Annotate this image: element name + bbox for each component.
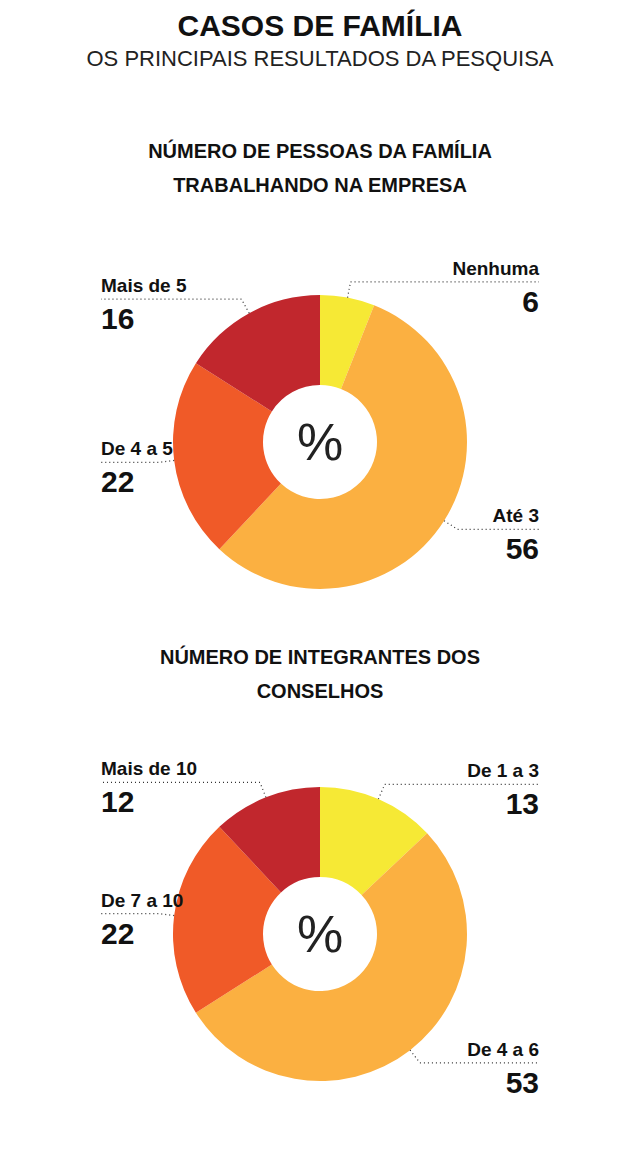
svg-text:56: 56 — [506, 532, 539, 565]
svg-text:6: 6 — [522, 285, 539, 318]
svg-text:De 4 a 5: De 4 a 5 — [101, 438, 173, 459]
svg-text:16: 16 — [101, 302, 134, 335]
html-text:NÚMERO DE INTEGRANTES DOS CONS: NÚMERO DE INTEGRANTES DOS CONSELHOS — [160, 646, 480, 702]
svg-text:Mais de 5: Mais de 5 — [101, 275, 187, 296]
svg-text:Nenhuma: Nenhuma — [452, 258, 539, 279]
svg-text:12: 12 — [101, 785, 134, 818]
svg-text:13: 13 — [506, 787, 539, 820]
html-text:NÚMERO DE PESSOAS DA FAMÍLIA T: NÚMERO DE PESSOAS DA FAMÍLIA TRABALHANDO… — [148, 140, 492, 196]
svg-text:53: 53 — [506, 1066, 539, 1099]
html-text:CASOS DE FAMÍLIA: CASOS DE FAMÍLIA — [177, 9, 463, 42]
svg-text:22: 22 — [101, 917, 134, 950]
svg-text:De 7 a 10: De 7 a 10 — [101, 890, 183, 911]
html-text:OS PRINCIPAIS RESULTADOS DA PE: OS PRINCIPAIS RESULTADOS DA PESQUISA — [86, 46, 554, 71]
svg-text:Até 3: Até 3 — [493, 505, 539, 526]
svg-text:22: 22 — [101, 465, 134, 498]
svg-text:De 1 a 3: De 1 a 3 — [467, 760, 539, 781]
svg-text:Mais de 10: Mais de 10 — [101, 758, 197, 779]
svg-text:De 4 a 6: De 4 a 6 — [467, 1039, 539, 1060]
